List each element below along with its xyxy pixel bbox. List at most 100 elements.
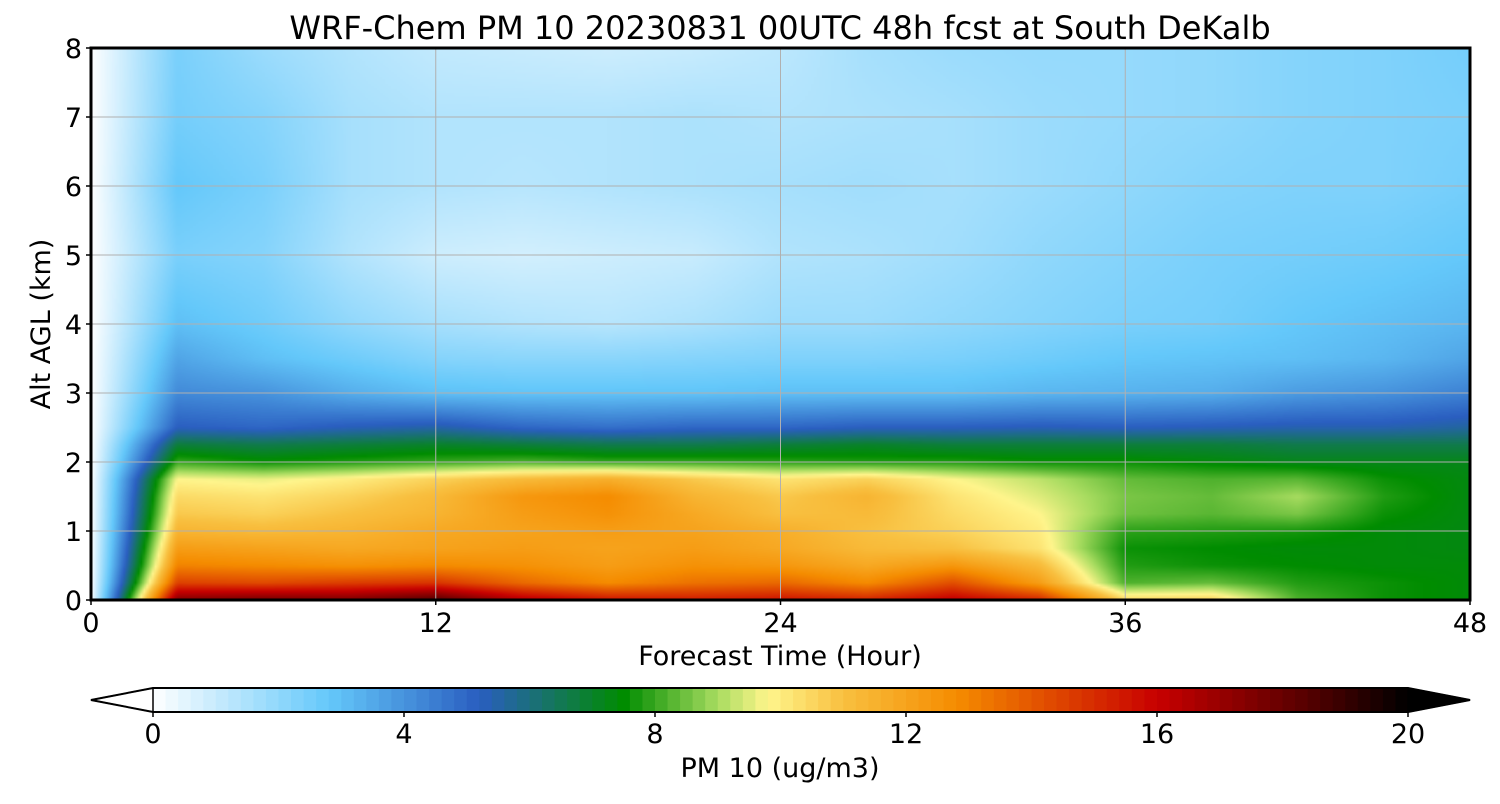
colorbar-segment [328,688,342,712]
colorbar-segment [1370,688,1384,712]
x-axis-ticks: 0 12 24 36 48 [82,600,1487,639]
x-tick-label: 48 [1453,608,1487,639]
colorbar-segment [542,688,556,712]
colorbar-segment [253,688,267,712]
colorbar-tick-label: 0 [144,719,161,750]
colorbar-segment [893,688,907,712]
colorbar-segment [454,688,468,712]
y-axis-label: Alt AGL (km) [26,239,57,410]
colorbar-segment [956,688,970,712]
colorbar-segment [767,688,782,712]
colorbar-segment [291,688,305,712]
colorbar-segment [1320,688,1334,712]
colorbar-segment [1257,688,1271,712]
colorbar-segment [303,688,317,712]
colorbar-segment [416,688,430,712]
colorbar-segment [1244,688,1258,712]
colorbar-segment [655,688,669,712]
colorbar-segment [579,688,593,712]
y-axis-ticks: 0 1 2 3 4 5 6 7 8 [65,34,91,617]
colorbar-tick-label: 12 [889,719,923,750]
colorbar-segment [466,688,480,712]
colorbar-segment [1094,688,1108,712]
colorbar-segment [1282,688,1296,712]
y-tick-label: 0 [65,586,82,617]
colorbar-segment [993,688,1007,712]
colorbar-segment [366,688,380,712]
colorbar-segment [1131,688,1146,712]
colorbar-label: PM 10 (ug/m3) [681,753,880,784]
colorbar-segment [1182,688,1196,712]
colorbar-segment [1269,688,1284,712]
colorbar-segment [404,688,418,712]
colorbar-segment [1194,688,1208,712]
x-tick-label: 24 [763,608,797,639]
x-tick-label: 12 [419,608,453,639]
colorbar-segment [441,688,455,712]
colorbar-segment [1044,688,1058,712]
colorbar-segment [1157,688,1171,712]
colorbar-extend-low [90,687,154,713]
colorbar-segment [215,688,229,712]
colorbar-segment [1295,688,1309,712]
x-tick-label: 36 [1108,608,1142,639]
colorbar-segment [592,688,606,712]
y-tick-label: 5 [65,241,82,272]
colorbar-segment [1018,688,1033,712]
colorbar-segment [353,688,367,712]
colorbar-segment [742,688,756,712]
colorbar-segment [604,688,618,712]
y-tick-label: 8 [65,34,82,65]
colorbar-segment [617,688,631,712]
colorbar-segment [278,688,292,712]
colorbar-segment [491,688,505,712]
colorbar-segment [1219,688,1233,712]
colorbar-segment [1357,688,1371,712]
colorbar-segment [780,688,794,712]
colorbar-tick-label: 4 [395,719,412,750]
colorbar-segment [1207,688,1221,712]
colorbar-segment [429,688,443,712]
colorbar-segment [880,688,895,712]
colorbar-segment [516,688,531,712]
colorbar-segment [855,688,869,712]
colorbar-segment [567,688,581,712]
colorbar-segment [341,688,355,712]
colorbar-segment [830,688,844,712]
colorbar-segment [1069,688,1083,712]
y-tick-label: 1 [65,517,82,548]
colorbar-segment [793,688,807,712]
colorbar-segment [755,688,769,712]
colorbar-segment [629,688,644,712]
colorbar-segment [680,688,694,712]
colorbar-segment [190,688,204,712]
colorbar-segment [692,688,706,712]
colorbar-tick-label: 8 [646,719,663,750]
grid-lines [91,48,1470,600]
colorbar-segment [1006,688,1020,712]
x-tick-label: 0 [82,608,99,639]
colorbar-segment [1345,688,1359,712]
chart-title: WRF-Chem PM 10 20230831 00UTC 48h fcst a… [289,9,1270,47]
colorbar-segment [1056,688,1070,712]
colorbar-segment [642,688,656,712]
colorbar-segment [1382,688,1397,712]
colorbar-segment [1031,688,1045,712]
colorbar-segment [805,688,819,712]
colorbar-segment [554,688,568,712]
colorbar: 0 4 8 12 16 20 [90,687,1471,750]
colorbar-segment [981,688,995,712]
y-tick-label: 4 [65,310,82,341]
colorbar-segment [1169,688,1183,712]
colorbar-segment [717,688,731,712]
colorbar-segment [529,688,543,712]
colorbar-segment [391,688,405,712]
colorbar-segment [1395,688,1409,712]
colorbar-segment [906,688,920,712]
colorbar-segment [943,688,957,712]
colorbar-segment [504,688,518,712]
colorbar-segment [265,688,280,712]
colorbar-segment [667,688,681,712]
